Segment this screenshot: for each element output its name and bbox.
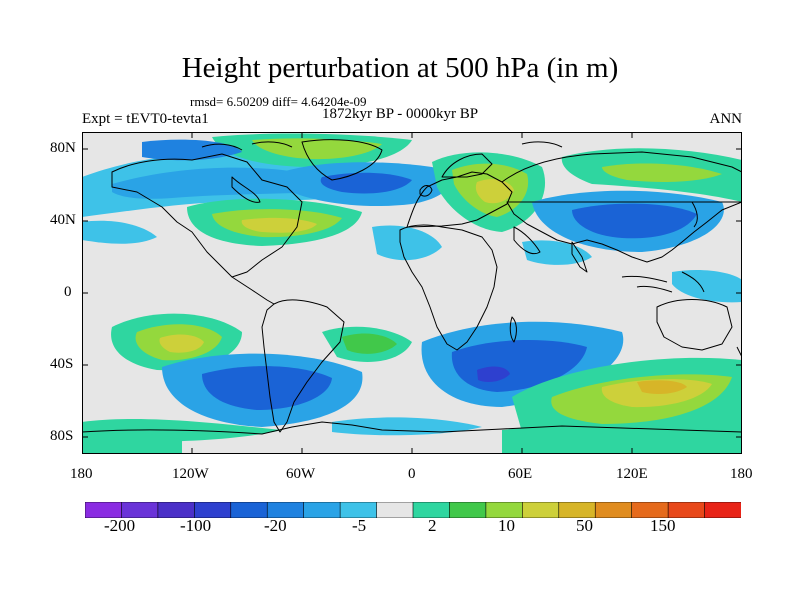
lat-label-equator: 0 bbox=[64, 284, 72, 300]
positive-anomaly-antarctic-east bbox=[502, 424, 742, 454]
season-label: ANN bbox=[709, 111, 743, 127]
colorbar-label-neg20: -20 bbox=[264, 516, 287, 535]
positive-anomaly-southern-ocean-east-peak bbox=[637, 380, 687, 395]
lon-label-0: 0 bbox=[408, 466, 416, 482]
coastline-antarctica bbox=[82, 421, 742, 435]
lon-label-60e: 60E bbox=[508, 466, 533, 482]
experiment-label: Expt = tEVT0-tevta1 bbox=[82, 111, 209, 127]
coastline-greenland bbox=[301, 139, 383, 181]
lon-label-180-east: 180 bbox=[730, 466, 753, 482]
coastline-europe bbox=[406, 171, 513, 228]
negative-anomaly-south-pacific-core bbox=[202, 366, 332, 410]
colorbar-label-150: 150 bbox=[650, 516, 676, 535]
positive-anomaly-south-pacific-core bbox=[159, 334, 204, 353]
coastline-asia bbox=[501, 151, 742, 263]
coastline-japan bbox=[691, 201, 698, 228]
negative-anomaly-north-pacific-inner bbox=[112, 167, 326, 199]
coastline-north-america bbox=[111, 153, 303, 278]
coastline-hudson-bay bbox=[231, 176, 261, 203]
lat-label-80n: 80N bbox=[50, 140, 76, 156]
lat-label-40s: 40S bbox=[50, 356, 74, 372]
colorbar-label-neg100: -100 bbox=[180, 516, 212, 535]
positive-anomaly-europe-core bbox=[475, 179, 514, 204]
positive-anomaly-west-antarctic bbox=[82, 431, 182, 454]
coastline-scandinavia bbox=[441, 153, 493, 178]
negative-anomaly-south-indian-peak bbox=[477, 366, 510, 382]
negative-anomaly-atlantic-tropics bbox=[372, 225, 442, 261]
coastlines bbox=[82, 139, 742, 435]
lon-label-60w: 60W bbox=[286, 466, 316, 482]
coastline-arctic-islands bbox=[201, 141, 563, 151]
negative-anomaly-antarctic bbox=[332, 417, 482, 436]
lon-label-120w: 120W bbox=[172, 466, 209, 482]
coastline-south-america bbox=[261, 299, 345, 433]
positive-anomaly-siberia-inner bbox=[602, 163, 722, 182]
time-period: 1872kyr BP - 0000kyr BP bbox=[322, 106, 479, 122]
lon-label-180-west: 180 bbox=[70, 466, 93, 482]
lat-label-40n: 40N bbox=[50, 212, 76, 228]
colorbar-label-10: 10 bbox=[498, 516, 515, 535]
negative-anomaly-east-asia-core bbox=[572, 203, 697, 239]
coastline-arabia bbox=[513, 226, 541, 255]
coastline-india bbox=[571, 241, 588, 273]
coastline-indonesia bbox=[621, 271, 705, 293]
positive-anomaly-greenland-inner bbox=[252, 138, 382, 160]
lon-label-120e: 120E bbox=[616, 466, 648, 482]
colorbar-label-50: 50 bbox=[576, 516, 593, 535]
coastline-australia bbox=[656, 299, 733, 351]
colorbar-label-2: 2 bbox=[428, 516, 437, 535]
longitude-ticks bbox=[82, 132, 742, 454]
colorbar bbox=[85, 502, 741, 518]
negative-anomaly-southeast-pacific bbox=[672, 269, 742, 303]
rmsd-stats: rmsd= 6.50209 diff= 4.64204e-09 bbox=[190, 94, 367, 109]
coastline-central-america bbox=[231, 276, 275, 305]
lat-label-80s: 80S bbox=[50, 428, 74, 444]
coastline-madagascar bbox=[509, 316, 517, 343]
colorbar-tick-labels: -200 -100 -20 -5 2 10 50 150 bbox=[0, 516, 800, 540]
colorbar-label-neg5: -5 bbox=[352, 516, 367, 535]
coastline-british-isles bbox=[419, 185, 433, 197]
map-title: Height perturbation at 500 hPa (in m) bbox=[181, 52, 619, 84]
world-contour-map bbox=[82, 132, 742, 454]
latitude-ticks bbox=[82, 148, 742, 438]
coastline-africa bbox=[399, 224, 498, 351]
negative-anomaly-northeast-pacific bbox=[82, 220, 157, 244]
colorbar-swatch bbox=[704, 502, 741, 518]
colorbar-label-neg200: -200 bbox=[104, 516, 136, 535]
positive-anomaly-south-atlantic-inner bbox=[342, 333, 397, 354]
